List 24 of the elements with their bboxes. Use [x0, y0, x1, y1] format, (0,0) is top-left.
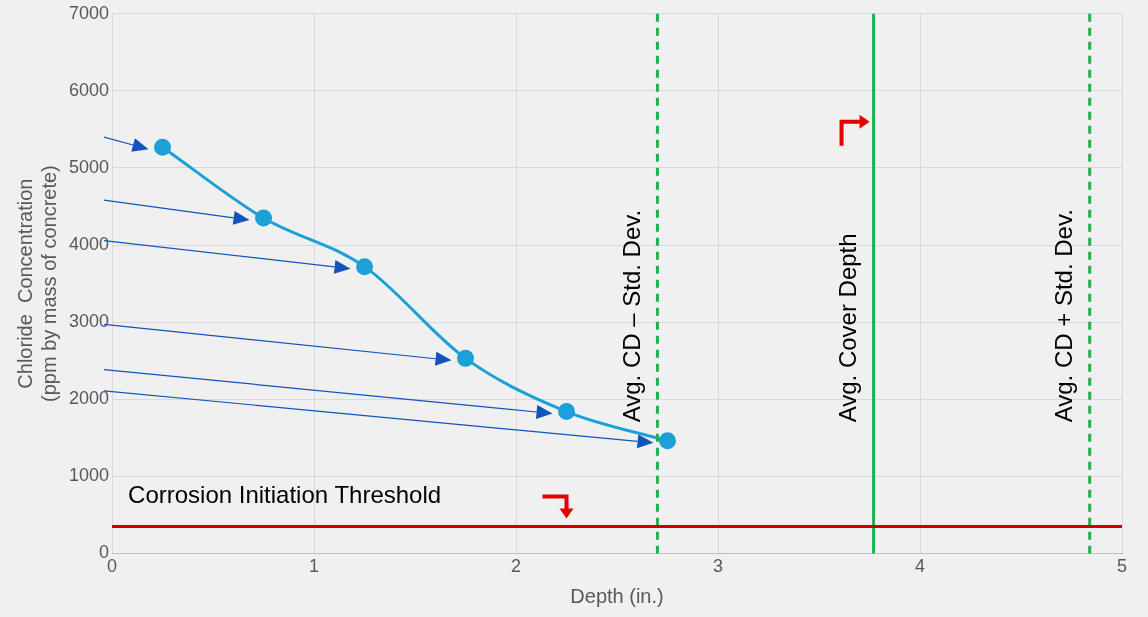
y-tick-label: 6000 [69, 79, 110, 100]
point [154, 138, 172, 156]
y-axis-title: Chloride Concentration (ppm by mass of concrete) [13, 165, 60, 402]
point [255, 209, 273, 227]
x-tick-label: 4 [915, 556, 926, 577]
ref-line-label: Avg. Cover Depth [834, 233, 862, 423]
ref-line-label: Corrosion Initiation Threshold [128, 481, 442, 509]
x-tick-label: 2 [511, 556, 522, 577]
y-tick-label: 3000 [69, 311, 110, 332]
point [356, 258, 374, 276]
x-tick-label: 5 [1116, 556, 1128, 577]
point [659, 432, 677, 450]
x-tick-label: 1 [309, 556, 320, 577]
y-tick-label: 7000 [69, 2, 110, 23]
y-tick-label: 1000 [69, 465, 110, 486]
ref-line-label: Avg. CD – Std. Dev. [618, 209, 646, 423]
point [457, 349, 475, 367]
x-axis-title: Depth (in.) [570, 584, 664, 607]
x-tick-label: 3 [713, 556, 724, 577]
y-tick-label: 4000 [69, 234, 110, 255]
y-tick-label: 5000 [69, 156, 110, 177]
y-tick-label: 2000 [69, 388, 110, 409]
ref-line-label: Avg. CD + Std. Dev. [1050, 209, 1078, 423]
point [558, 403, 576, 421]
